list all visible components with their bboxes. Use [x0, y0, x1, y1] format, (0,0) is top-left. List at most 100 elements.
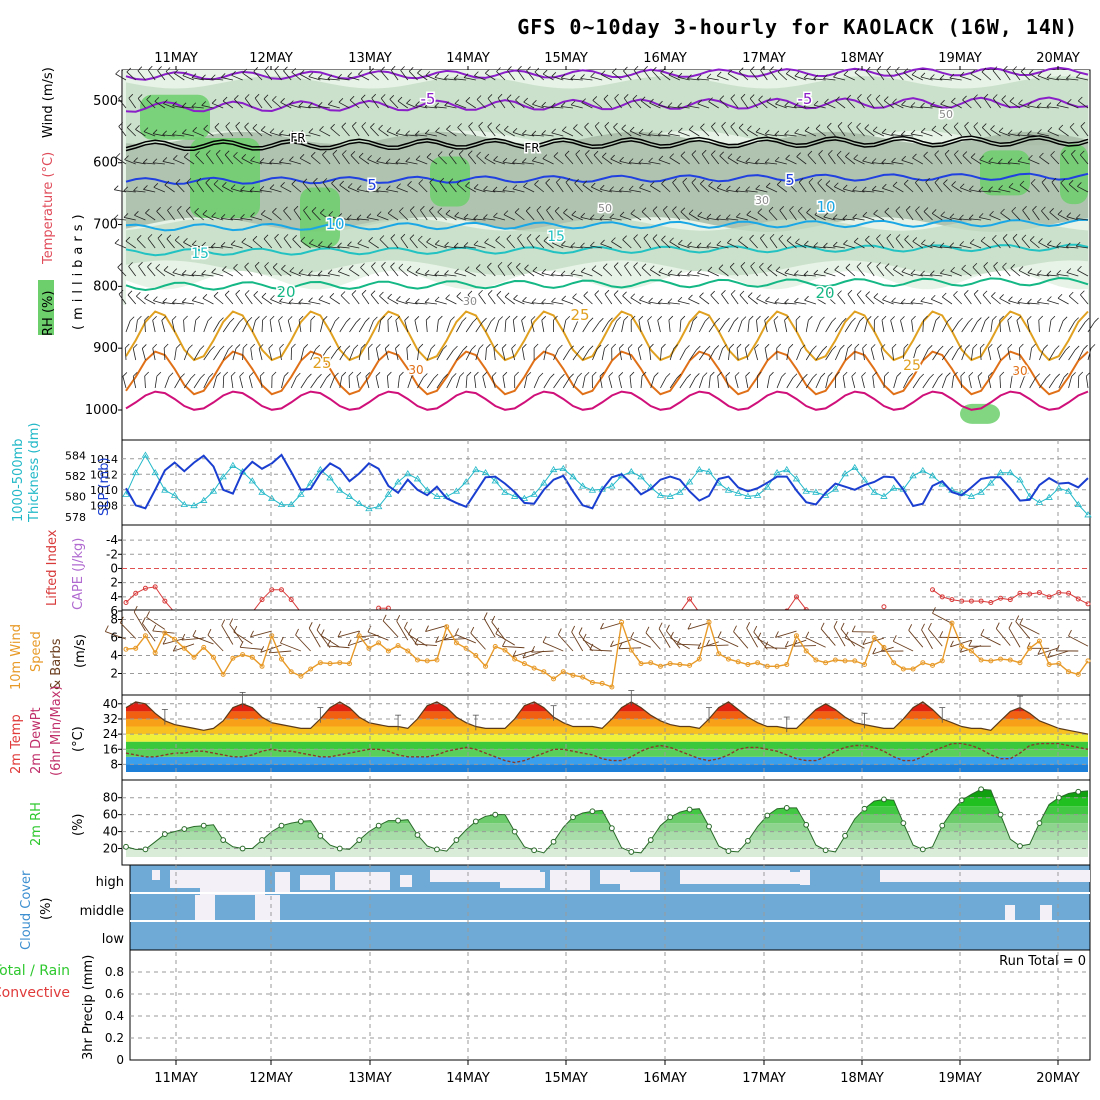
- thickness-point: [384, 490, 393, 497]
- wind-barb-upper: [619, 190, 632, 193]
- wind-barb-upper: [599, 376, 603, 389]
- wind-barb-feather: [717, 371, 722, 377]
- wind-barb-feather: [803, 373, 808, 379]
- contour-label: 10: [325, 215, 344, 233]
- wind-barb-upper: [270, 298, 282, 305]
- wind-barb-upper: [1038, 319, 1040, 333]
- wind-barb-upper: [805, 377, 813, 389]
- wind-barb-feather: [336, 345, 342, 351]
- wind-barb-upper: [734, 376, 739, 389]
- wind-barb-upper: [144, 375, 146, 389]
- wind-barb-upper: [920, 274, 933, 277]
- thickness-point: [316, 465, 325, 473]
- thickness-point: [248, 477, 257, 484]
- wind-barb-feather: [474, 71, 479, 76]
- wind-barb-feather: [400, 233, 406, 239]
- wind-barb-upper: [145, 212, 156, 221]
- thickness-point: [666, 492, 674, 499]
- wind-barb-feather: [1047, 126, 1053, 132]
- wind-barb-upper: [580, 216, 593, 221]
- wind-barb-feather: [881, 128, 887, 134]
- wind-barb-upper: [998, 162, 1011, 165]
- wind-barb-upper: [351, 125, 360, 137]
- wind-speed-point: [541, 669, 547, 675]
- wind-barb-feather: [993, 261, 998, 267]
- wind-barb-upper: [318, 77, 331, 81]
- wind-barb-feather: [557, 628, 562, 635]
- wind-speed-point: [881, 644, 887, 650]
- wind-barb-feather: [769, 371, 774, 377]
- wind-barb-feather: [903, 343, 909, 349]
- wind-barb-feather: [329, 293, 335, 298]
- wind-barb-feather: [1063, 372, 1069, 378]
- wind-barb-upper: [308, 106, 321, 109]
- wind-barb-upper: [211, 246, 224, 249]
- wind-speed-point: [142, 633, 148, 639]
- wind-speed-point: [725, 656, 731, 662]
- wind-barb-feather: [492, 186, 498, 192]
- wind-barb-upper: [483, 218, 496, 221]
- thickness-tick-label: 580: [65, 490, 86, 503]
- wind-barb-feather: [313, 177, 318, 183]
- lifted-point: [881, 604, 887, 610]
- wind-barb-feather: [688, 125, 694, 130]
- wind-barb-upper: [425, 74, 438, 81]
- wind-barb-feather: [495, 627, 500, 634]
- wind-barb-feather: [429, 178, 434, 183]
- wind-barb-upper: [444, 274, 457, 277]
- rh2m-label-b: (%): [71, 814, 86, 837]
- wind-barb-upper: [287, 320, 292, 333]
- wind-barb-feather: [561, 295, 566, 301]
- wind-barb-upper: [524, 376, 528, 389]
- wind-barb-upper: [268, 348, 273, 361]
- wind-barb-upper: [769, 238, 778, 249]
- wind-barb-upper: [174, 377, 181, 389]
- wind-barb-feather: [341, 122, 347, 128]
- wind-barb-feather: [352, 121, 357, 127]
- wind-barb-feather: [755, 158, 760, 164]
- wind-barb-upper: [1008, 133, 1021, 137]
- wind-barb-feather: [578, 627, 583, 634]
- wind-barb-upper: [533, 376, 540, 389]
- wind-barb-upper: [910, 302, 923, 305]
- wind-barb-feather: [939, 74, 945, 80]
- wind-barb-feather: [873, 293, 879, 298]
- wind-speed-point: [201, 644, 207, 650]
- wind-barb-feather: [929, 373, 934, 379]
- temp-band: [126, 749, 1088, 757]
- wind-barb-upper: [521, 348, 525, 361]
- wind-barb-feather: [643, 66, 648, 71]
- wind-speed-point: [395, 643, 401, 649]
- wind-barb-feather: [450, 316, 455, 321]
- wind-barb-upper: [487, 98, 496, 109]
- wind-barb-feather: [1037, 129, 1042, 134]
- wind-barb-feather: [1038, 238, 1043, 243]
- wind-barb-upper: [292, 239, 302, 249]
- wind-barb-upper: [132, 348, 137, 361]
- wind-barb-feather: [162, 157, 168, 162]
- wind-barb-feather: [784, 101, 789, 107]
- wind-barb-feather: [425, 625, 429, 632]
- wind-barb-upper: [648, 161, 661, 165]
- wind-barb-upper: [420, 209, 428, 221]
- wind-barb-upper: [1037, 75, 1050, 81]
- rh-point: [259, 837, 265, 843]
- wind-barb-upper: [910, 273, 923, 277]
- wind-barb-feather: [662, 205, 668, 211]
- wind-barb-feather: [316, 623, 321, 631]
- wind-barb-feather: [295, 628, 299, 636]
- wind-barb-feather: [998, 127, 1004, 133]
- wind-barb: [670, 637, 690, 650]
- temp2m-grid: [122, 703, 1090, 765]
- wind-barb-feather: [895, 206, 901, 211]
- wind-barb-feather: [891, 157, 896, 163]
- wind-barb-upper: [988, 161, 1001, 165]
- thickness-point: [579, 482, 587, 489]
- wind-barb-feather: [824, 98, 829, 104]
- wind-barb-upper: [777, 71, 788, 81]
- wind-barb-upper: [979, 348, 982, 361]
- wind-barb-upper: [153, 133, 165, 137]
- wind-barb-upper: [493, 159, 506, 165]
- wind-barb-upper: [708, 321, 717, 333]
- wind-barb-upper: [358, 73, 370, 81]
